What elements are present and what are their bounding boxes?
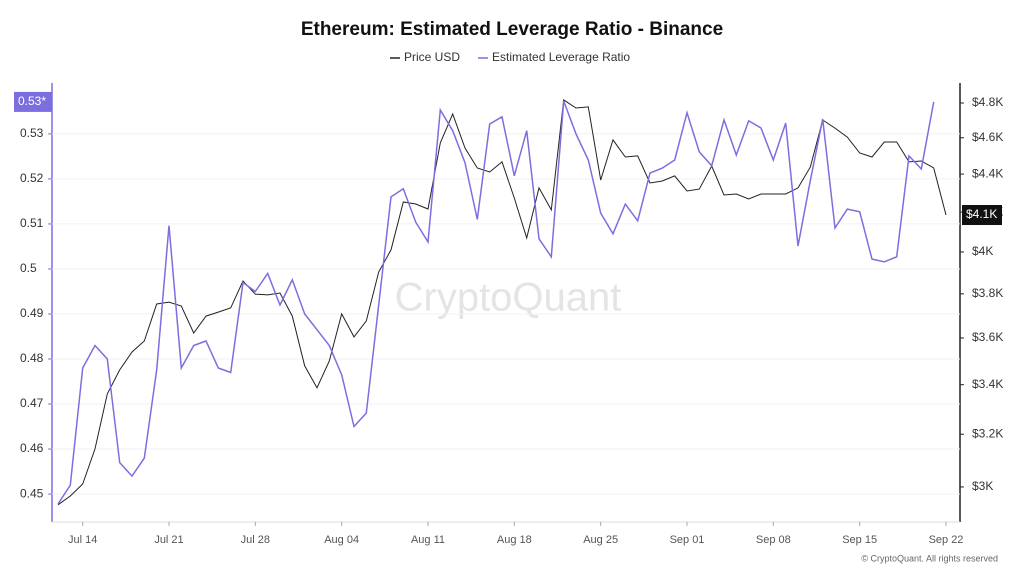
y-tick-label: 0.45	[20, 486, 44, 500]
x-tick-label: Sep 08	[756, 534, 791, 546]
y-tick-label: 0.47	[20, 396, 44, 410]
y-tick-label: 0.51	[20, 216, 44, 230]
current-y-box	[14, 91, 52, 112]
current-y2-label: $4.1K	[966, 207, 997, 221]
x-tick-label: Sep 15	[842, 534, 877, 546]
y-tick-label: 0.53	[20, 126, 44, 140]
x-tick-label: Jul 21	[154, 534, 183, 546]
y-tick-label: 0.49	[20, 306, 44, 320]
y2-tick-label: $4.6K	[972, 130, 1003, 144]
x-tick-label: Sep 01	[670, 534, 705, 546]
x-tick-label: Aug 18	[497, 534, 532, 546]
y2-tick-label: $4K	[972, 244, 993, 258]
x-tick-label: Aug 04	[324, 534, 359, 546]
chart-title: Ethereum: Estimated Leverage Ratio - Bin…	[301, 19, 723, 40]
y-tick-label: 0.52	[20, 171, 44, 185]
y2-tick-label: $4.4K	[972, 166, 1003, 180]
y2-tick-label: $3.2K	[972, 426, 1003, 440]
series-line	[57, 99, 947, 506]
y2-tick-label: $3.4K	[972, 377, 1003, 391]
current-y-label: 0.53*	[18, 94, 46, 108]
legend-label: Estimated Leverage Ratio	[492, 50, 630, 64]
y-tick-label: 0.48	[20, 351, 44, 365]
y2-tick-label: $3K	[972, 479, 993, 493]
x-tick-label: Jul 14	[68, 534, 97, 546]
series-line	[57, 100, 935, 505]
current-y2-box	[962, 205, 1002, 226]
x-tick-label: Aug 11	[411, 534, 445, 546]
footer: © CryptoQuant. All rights reserved	[861, 553, 998, 563]
y-tick-label: 0.46	[20, 441, 44, 455]
legend-label: Price USD	[404, 50, 460, 64]
x-tick-label: Jul 28	[241, 534, 270, 546]
x-tick-label: Aug 25	[583, 534, 618, 546]
y2-tick-label: $3.6K	[972, 330, 1003, 344]
y2-tick-label: $3.8K	[972, 286, 1003, 300]
y2-tick-label: $4.8K	[972, 95, 1003, 109]
x-tick-label: Sep 22	[929, 534, 964, 546]
y-tick-label: 0.5	[20, 261, 37, 275]
watermark: CryptoQuant	[395, 276, 622, 320]
